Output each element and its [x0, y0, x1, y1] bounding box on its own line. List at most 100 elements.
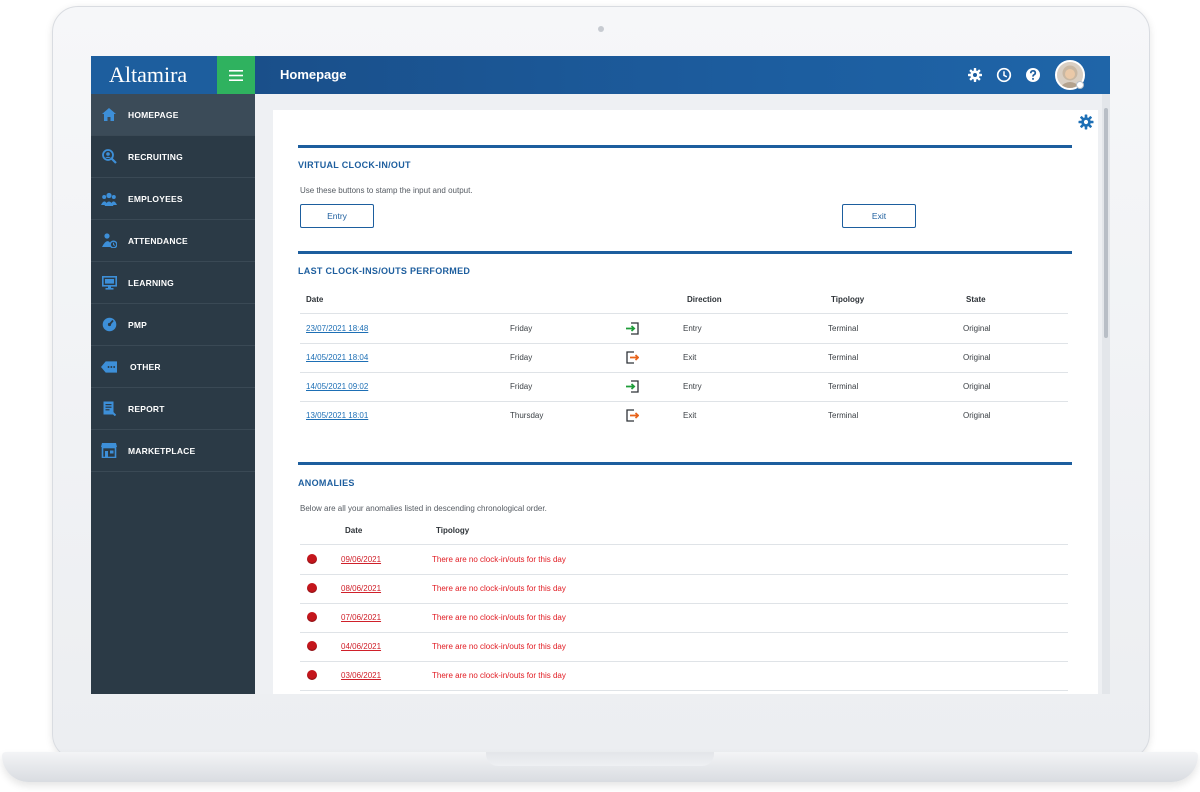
clock-icon[interactable]	[996, 67, 1012, 83]
sidebar-item-employees[interactable]: EMPLOYEES	[91, 178, 255, 220]
content-card: VIRTUAL CLOCK-IN/OUT Use these buttons t…	[273, 110, 1098, 694]
sidebar-item-label: OTHER	[130, 361, 161, 372]
clock-date-link[interactable]: 14/05/2021 18:04	[306, 353, 369, 362]
clock-date-link[interactable]: 23/07/2021 18:48	[306, 324, 369, 333]
anomaly-tipology: There are no clock-in/outs for this day	[432, 671, 566, 680]
column-header-tipology: Tipology	[831, 295, 865, 304]
clock-state: Original	[963, 324, 991, 333]
laptop-camera	[598, 26, 604, 32]
clock-direction: Entry	[683, 324, 702, 333]
sidebar-item-attendance[interactable]: ATTENDANCE	[91, 220, 255, 262]
column-header-date: Date	[306, 295, 324, 304]
sidebar-item-learning[interactable]: LEARNING	[91, 262, 255, 304]
avatar-status-dot	[1076, 81, 1084, 89]
anomaly-date-link[interactable]: 03/06/2021	[341, 671, 382, 680]
clock-state: Original	[963, 382, 991, 391]
clock-day: Friday	[510, 382, 533, 391]
virtual-clock-title: VIRTUAL CLOCK-IN/OUT	[298, 160, 411, 170]
help-icon[interactable]	[1025, 67, 1041, 83]
anomaly-status-dot	[307, 670, 317, 680]
clock-day: Friday	[510, 353, 533, 362]
entry-button[interactable]: Entry	[300, 204, 374, 228]
sidebar-item-label: MARKETPLACE	[128, 445, 196, 456]
clock-tipology: Terminal	[828, 324, 859, 333]
clock-direction: Exit	[683, 411, 697, 420]
sidebar-item-label: LEARNING	[128, 277, 174, 288]
table-row-divider	[300, 372, 1068, 373]
clock-state: Original	[963, 411, 991, 420]
laptop-notch	[486, 752, 714, 766]
gear-icon[interactable]	[967, 67, 983, 83]
clock-day: Friday	[510, 324, 533, 333]
sidebar-item-other[interactable]: OTHER	[91, 346, 255, 388]
anomaly-tipology: There are no clock-in/outs for this day	[432, 555, 566, 564]
anomalies-title: ANOMALIES	[298, 478, 355, 488]
learning-monitor-icon	[101, 275, 117, 291]
clock-direction: Entry	[683, 382, 702, 391]
clock-date-link[interactable]: 13/05/2021 18:01	[306, 411, 369, 420]
page-title: Homepage	[280, 67, 347, 82]
anomaly-status-dot	[307, 641, 317, 651]
sidebar-item-marketplace[interactable]: MARKETPLACE	[91, 430, 255, 472]
sidebar-item-recruiting[interactable]: RECRUITING	[91, 136, 255, 178]
table-row-divider	[300, 574, 1068, 575]
sidebar-item-report[interactable]: REPORT	[91, 388, 255, 430]
clock-tipology: Terminal	[828, 353, 859, 362]
app-logo[interactable]: Altamira	[91, 56, 217, 94]
attendance-person-clock-icon	[101, 233, 117, 249]
sidebar-item-label: REPORT	[128, 403, 165, 414]
column-header-date: Date	[345, 526, 363, 535]
section-divider	[298, 462, 1072, 465]
anomalies-hint: Below are all your anomalies listed in d…	[300, 504, 547, 513]
top-bar: Homepage	[255, 56, 1110, 94]
clock-tipology: Terminal	[828, 382, 859, 391]
clock-date-link[interactable]: 14/05/2021 09:02	[306, 382, 369, 391]
table-row-divider	[300, 661, 1068, 662]
widget-settings-gear-icon[interactable]	[1078, 114, 1094, 130]
anomaly-status-dot	[307, 554, 317, 564]
anomaly-status-dot	[307, 612, 317, 622]
table-row-divider	[300, 401, 1068, 402]
report-document-icon	[101, 401, 117, 417]
section-divider	[298, 251, 1072, 254]
column-header-direction: Direction	[687, 295, 722, 304]
virtual-clock-hint: Use these buttons to stamp the input and…	[300, 186, 473, 195]
sidebar-item-label: PMP	[128, 319, 148, 330]
anomaly-status-dot	[307, 583, 317, 593]
other-tag-icon	[101, 359, 117, 375]
anomaly-tipology: There are no clock-in/outs for this day	[432, 584, 566, 593]
hamburger-icon	[229, 69, 243, 81]
clock-day: Thursday	[510, 411, 544, 420]
exit-button[interactable]: Exit	[842, 204, 916, 228]
app-screen: Altamira HOMEPAGE RECRUITING	[91, 56, 1110, 694]
anomaly-date-link[interactable]: 07/06/2021	[341, 613, 382, 622]
anomaly-date-link[interactable]: 09/06/2021	[341, 555, 382, 564]
anomaly-tipology: There are no clock-in/outs for this day	[432, 613, 566, 622]
sidebar-item-label: ATTENDANCE	[128, 235, 188, 246]
table-row-divider	[300, 690, 1068, 691]
section-divider	[298, 145, 1072, 148]
pmp-gauge-icon	[101, 317, 117, 333]
table-divider	[300, 544, 1068, 545]
table-row-divider	[300, 603, 1068, 604]
user-avatar[interactable]	[1055, 60, 1085, 90]
table-divider	[300, 313, 1068, 314]
sidebar-item-homepage[interactable]: HOMEPAGE	[91, 94, 255, 136]
anomaly-tipology: There are no clock-in/outs for this day	[432, 642, 566, 651]
sidebar-item-pmp[interactable]: PMP	[91, 304, 255, 346]
anomaly-date-link[interactable]: 04/06/2021	[341, 642, 382, 651]
column-header-state: State	[966, 295, 986, 304]
clock-direction: Exit	[683, 353, 697, 362]
hamburger-menu-button[interactable]	[217, 56, 255, 94]
clock-state: Original	[963, 353, 991, 362]
sidebar-nav: HOMEPAGE RECRUITING EMPLOYEES ATTENDANCE	[91, 94, 255, 472]
marketplace-store-icon	[101, 443, 117, 459]
column-header-tipology: Tipology	[436, 526, 470, 535]
scrollbar-thumb[interactable]	[1104, 108, 1108, 338]
exit-arrow-icon	[626, 351, 639, 364]
sidebar-item-label: EMPLOYEES	[128, 193, 183, 204]
home-icon	[101, 107, 117, 123]
scrollbar-track[interactable]	[1102, 94, 1110, 694]
table-row-divider	[300, 632, 1068, 633]
anomaly-date-link[interactable]: 08/06/2021	[341, 584, 382, 593]
